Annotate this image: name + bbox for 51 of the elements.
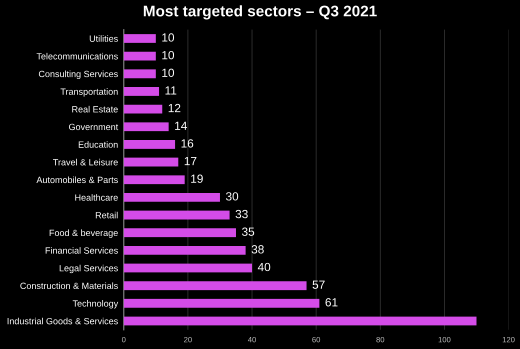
bar bbox=[124, 69, 156, 78]
y-tick-label: Travel & Leisure bbox=[53, 158, 118, 166]
y-tick-label: Consulting Services bbox=[38, 70, 118, 79]
y-tick-label: Transportation bbox=[60, 88, 118, 97]
data-label: 10 bbox=[162, 68, 174, 77]
bar bbox=[124, 104, 162, 114]
data-label: 16 bbox=[182, 139, 194, 148]
y-tick-label: Government bbox=[68, 124, 118, 130]
bar bbox=[124, 316, 476, 326]
data-label: 33 bbox=[236, 210, 248, 218]
data-label: 61 bbox=[326, 298, 338, 306]
y-tick-label: Education bbox=[78, 141, 118, 148]
data-label: 38 bbox=[252, 245, 264, 254]
data-label: 10 bbox=[162, 33, 174, 42]
data-label: 14 bbox=[175, 122, 187, 130]
bar bbox=[124, 175, 185, 184]
bar bbox=[124, 122, 169, 132]
bar bbox=[124, 210, 230, 220]
bar bbox=[124, 192, 220, 202]
data-label: 11 bbox=[165, 86, 176, 95]
y-tick-label: Automobiles & Parts bbox=[36, 176, 118, 184]
y-tick-label: Utilities bbox=[90, 35, 118, 42]
bar bbox=[124, 281, 307, 290]
y-tick-label: Industrial Goods & Services bbox=[8, 318, 118, 324]
bar bbox=[124, 158, 178, 166]
y-tick-label: Technology bbox=[72, 300, 118, 308]
data-label: 30 bbox=[226, 192, 238, 201]
bar bbox=[124, 140, 176, 149]
y-tick-label: Real Estate bbox=[72, 106, 118, 112]
y-tick-label: Telecommunications bbox=[36, 52, 118, 60]
bar bbox=[124, 228, 236, 238]
data-label: 40 bbox=[258, 262, 270, 272]
bar bbox=[124, 87, 160, 96]
y-tick-label: Food & beverage bbox=[50, 229, 118, 238]
chart-title: Most targeted sectors – Q3 2021 bbox=[144, 5, 377, 20]
data-label: 10 bbox=[162, 50, 174, 60]
data-label: 12 bbox=[168, 104, 180, 112]
y-tick-label: Legal Services bbox=[60, 264, 118, 274]
y-tick-label: Healthcare bbox=[75, 194, 118, 201]
bar bbox=[124, 52, 156, 61]
bar bbox=[124, 246, 246, 255]
data-label: 57 bbox=[312, 280, 325, 289]
data-label: 35 bbox=[242, 228, 254, 236]
y-tick-label: Financial Services bbox=[46, 247, 118, 254]
y-tick-label: Retail bbox=[96, 212, 118, 218]
data-label: 17 bbox=[184, 157, 196, 166]
y-tick-label: Construction & Materials bbox=[20, 282, 118, 290]
bar bbox=[124, 298, 320, 308]
bar bbox=[124, 34, 156, 43]
bar bbox=[124, 264, 252, 272]
data-label: 19 bbox=[191, 174, 203, 183]
